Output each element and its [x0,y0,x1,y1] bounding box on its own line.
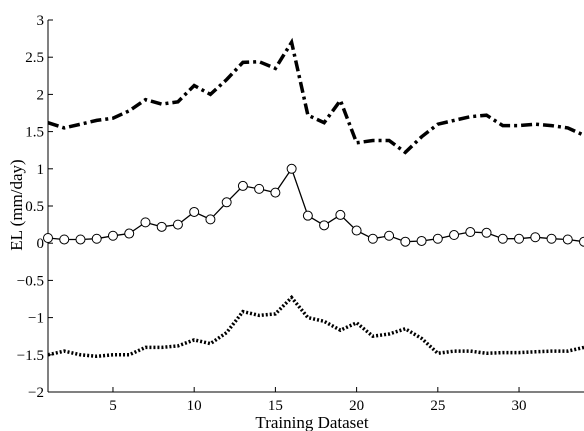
series-line-dash-dot [47,37,584,155]
data-point-marker [43,232,53,243]
x-tick-label: 25 [430,398,445,414]
y-tick-label: −1.5 [17,348,44,364]
data-point-marker [400,236,411,247]
x-axis-title: Training Dataset [255,413,368,431]
data-point-marker [237,180,248,191]
data-point-marker [497,233,508,244]
data-point-marker [59,234,70,245]
data-point-marker [156,221,167,232]
x-tick-label: 5 [109,398,117,414]
y-tick-label: 0 [37,236,45,252]
data-point-marker [432,233,443,244]
data-point-marker [351,225,362,236]
data-point-marker [481,227,492,238]
data-point-marker [530,232,541,243]
x-tick-label: 30 [512,398,527,414]
x-tick-label: 15 [268,398,283,414]
series-layer [43,37,584,359]
data-point-marker [335,209,346,220]
series-line-dotted [47,294,584,359]
data-point-marker [270,187,281,198]
data-point-marker [579,236,584,247]
y-tick-label: 1.5 [25,125,44,141]
data-point-marker [384,230,395,241]
data-point-marker [449,230,460,241]
data-point-marker [546,233,557,244]
data-point-marker [91,233,102,244]
data-point-marker [302,210,313,221]
y-tick-label: 2 [37,87,45,103]
data-point-marker [514,233,525,244]
y-tick-label: 0.5 [25,199,44,215]
data-point-marker [124,228,135,239]
series-line-circles [47,167,584,243]
y-tick-label: 1 [37,162,45,178]
data-point-marker [254,183,265,194]
data-point-marker [189,206,200,217]
y-tick-label: 3 [37,13,45,29]
axes [47,20,584,393]
data-point-marker [140,217,151,228]
y-axis-title: EL (mm/day) [7,159,26,250]
data-point-marker [367,233,378,244]
data-point-marker [221,197,232,208]
data-point-marker [172,219,183,230]
y-tick-label: −0.5 [17,273,44,289]
data-point-marker [205,214,216,225]
data-point-marker [107,230,118,241]
data-point-marker [75,234,86,245]
data-point-marker [465,227,476,238]
data-point-marker [416,235,427,246]
data-point-marker [319,220,330,231]
data-point-marker [562,234,573,245]
tick-layer: −2 −1.5 −1 −0.5 0 0.5 1 1.5 2 2.5 3 5 10 15 20 25 30 [17,13,527,414]
y-tick-label: −1 [28,311,44,327]
data-point-marker [286,163,297,174]
y-tick-label: −2 [28,385,44,401]
y-tick-label: 2.5 [25,50,44,66]
x-tick-label: 10 [187,398,202,414]
x-tick-label: 20 [349,398,364,414]
